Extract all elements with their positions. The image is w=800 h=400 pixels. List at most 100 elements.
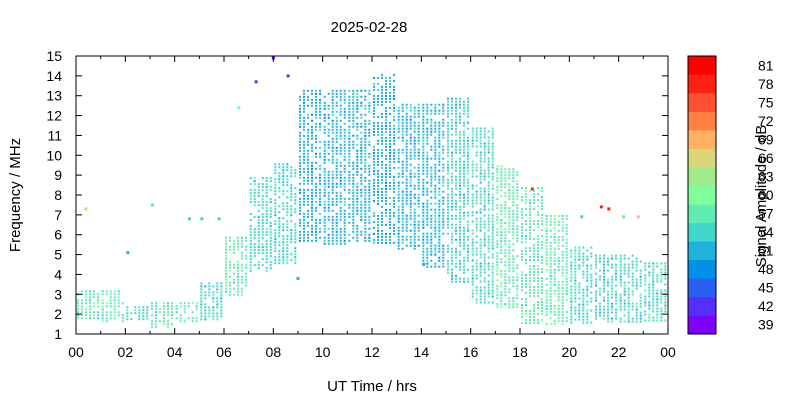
- echo-cell: [627, 257, 630, 260]
- echo-cell: [504, 285, 507, 288]
- echo-cell: [348, 149, 351, 152]
- echo-cell: [97, 296, 99, 299]
- echo-cell: [335, 191, 338, 194]
- echo-cell: [413, 136, 416, 139]
- echo-cell: [179, 314, 182, 317]
- echo-cell: [471, 292, 474, 295]
- echo-cell: [348, 152, 351, 155]
- echo-cell: [303, 134, 305, 137]
- echo-cell: [352, 98, 355, 101]
- echo-cell: [163, 302, 165, 305]
- echo-cell: [500, 207, 503, 210]
- echo-cell: [339, 149, 342, 152]
- echo-cell: [533, 202, 535, 205]
- echo-cell: [615, 257, 617, 260]
- echo-cell: [225, 290, 227, 293]
- colorbar-tick-label: 57: [758, 206, 774, 222]
- echo-cell: [639, 293, 642, 296]
- echo-cell: [483, 220, 486, 223]
- echo-cell: [434, 226, 437, 229]
- echo-cell: [500, 177, 503, 180]
- echo-cell: [368, 119, 371, 122]
- echo-cell: [467, 148, 469, 151]
- echo-cell: [475, 241, 478, 244]
- echo-cell: [294, 238, 297, 241]
- echo-cell: [290, 220, 293, 223]
- echo-cell: [586, 309, 589, 312]
- echo-cell: [483, 142, 486, 145]
- echo-cell: [537, 256, 539, 259]
- echo-cell: [229, 263, 231, 266]
- echo-cell: [381, 148, 383, 151]
- echo-cell: [409, 172, 412, 175]
- echo-cell: [438, 178, 441, 181]
- echo-cell: [475, 259, 478, 262]
- echo-cell: [343, 242, 346, 245]
- echo-cell: [373, 133, 375, 136]
- echo-cell: [447, 115, 449, 118]
- echo-cell: [356, 125, 359, 128]
- echo-cell: [561, 253, 564, 256]
- echo-cell: [405, 163, 408, 166]
- echo-cell: [85, 299, 87, 302]
- x-tick-label: 20: [562, 344, 578, 360]
- echo-cell: [339, 197, 342, 200]
- echo-cell: [339, 131, 342, 134]
- echo-cell: [315, 221, 317, 224]
- echo-cell: [343, 107, 346, 110]
- echo-cell: [483, 259, 486, 262]
- echo-cell: [299, 95, 301, 98]
- echo-cell: [282, 166, 285, 169]
- echo-cell: [278, 217, 281, 220]
- echo-cell: [578, 267, 581, 270]
- echo-cell: [467, 151, 469, 154]
- echo-cell: [261, 201, 264, 204]
- echo-cell: [315, 128, 317, 131]
- echo-cell: [253, 204, 256, 207]
- echo-cell: [307, 128, 309, 131]
- echo-cell: [303, 176, 305, 179]
- echo-cell: [229, 236, 231, 239]
- echo-cell: [343, 164, 346, 167]
- echo-cell: [475, 226, 478, 229]
- echo-cell: [467, 139, 469, 142]
- echo-cell: [463, 139, 465, 142]
- echo-cell: [409, 199, 412, 202]
- echo-cell: [463, 211, 465, 214]
- echo-cell: [455, 184, 457, 187]
- echo-cell: [595, 299, 597, 302]
- echo-cell: [447, 133, 449, 136]
- echo-cell: [385, 175, 387, 178]
- echo-cell: [430, 121, 433, 124]
- echo-cell: [339, 230, 342, 233]
- echo-cell: [303, 146, 305, 149]
- echo-cell: [364, 89, 367, 92]
- echo-cell: [500, 297, 503, 300]
- colorbar-swatch: [688, 222, 716, 242]
- echo-cell: [586, 291, 589, 294]
- echo-cell: [245, 278, 247, 281]
- echo-cell: [257, 267, 260, 270]
- echo-cell: [405, 115, 408, 118]
- echo-cell: [413, 241, 416, 244]
- chart-title: 2025-02-28: [331, 19, 408, 36]
- echo-cell: [442, 166, 445, 169]
- echo-cell: [77, 314, 79, 317]
- echo-cell: [356, 110, 359, 113]
- echo-cell: [278, 262, 281, 265]
- echo-cell: [117, 299, 120, 302]
- echo-cell: [615, 296, 617, 299]
- echo-cell: [442, 265, 445, 268]
- echo-cell: [521, 217, 523, 220]
- echo-cell: [385, 202, 387, 205]
- echo-cell: [364, 104, 367, 107]
- echo-cell: [299, 137, 301, 140]
- echo-cell: [274, 241, 277, 244]
- echo-cell: [574, 276, 577, 279]
- echo-cell: [303, 128, 305, 131]
- echo-cell: [557, 259, 560, 262]
- echo-cell: [393, 223, 395, 226]
- echo-cell: [352, 119, 355, 122]
- echo-cell: [389, 181, 391, 184]
- echo-cell: [483, 160, 486, 163]
